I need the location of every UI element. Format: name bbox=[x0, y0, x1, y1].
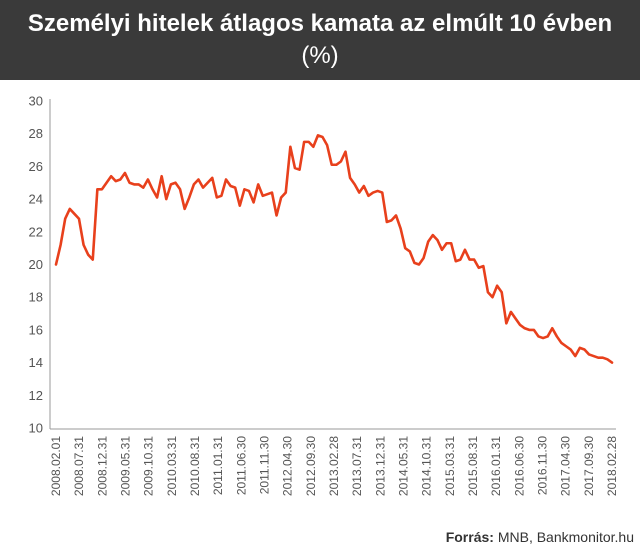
x-tick-label: 2012.04.30 bbox=[281, 436, 295, 496]
x-tick-label: 2008.07.31 bbox=[72, 436, 86, 496]
y-tick-label: 10 bbox=[29, 421, 43, 436]
x-tick-label: 2011.01.31 bbox=[211, 436, 225, 495]
y-tick-label: 26 bbox=[29, 159, 43, 174]
x-tick-label: 2013.02.28 bbox=[327, 436, 341, 496]
x-axis: 2008.02.01 2008.07.31 2008.12.31 2009.05.31… bbox=[49, 428, 619, 496]
source-label: Forrás: bbox=[445, 529, 494, 545]
x-tick-label: 2010.08.31 bbox=[188, 436, 202, 496]
x-tick-label: 2011.11.30 bbox=[258, 436, 272, 495]
chart-title-block: Személyi hitelek átlagos kamata az elmúl… bbox=[20, 8, 620, 72]
x-tick-label: 2013.12.31 bbox=[373, 436, 387, 496]
y-axis: 10 12 14 16 18 20 22 24 26 28 30 bbox=[29, 94, 51, 436]
series-line bbox=[54, 134, 614, 364]
x-tick-label: 2012.09.30 bbox=[304, 436, 318, 496]
x-tick-label: 2016.06.30 bbox=[512, 436, 526, 496]
x-tick-label: 2009.10.31 bbox=[142, 436, 156, 496]
y-tick-label: 16 bbox=[29, 322, 43, 337]
x-tick-label: 2017.04.30 bbox=[559, 436, 573, 496]
chart-unit: (%) bbox=[301, 42, 339, 69]
x-tick-label: 2015.08.31 bbox=[466, 436, 480, 496]
x-tick-label: 2015.03.31 bbox=[443, 436, 457, 496]
x-tick-label: 2017.09.30 bbox=[582, 436, 596, 496]
source-note: Forrás: MNB, Bankmonitor.hu bbox=[446, 529, 634, 545]
x-tick-label: 2013.07.31 bbox=[350, 436, 364, 496]
y-tick-label: 30 bbox=[29, 94, 43, 109]
x-tick-label: 2016.01.31 bbox=[489, 436, 503, 496]
y-tick-label: 12 bbox=[29, 388, 43, 403]
plot-area bbox=[54, 134, 614, 364]
x-tick-label: 2009.05.31 bbox=[119, 436, 133, 496]
chart-title: Személyi hitelek átlagos kamata az elmúl… bbox=[27, 10, 613, 37]
x-tick-label: 2008.02.01 bbox=[49, 436, 63, 496]
x-tick-label: 2010.03.31 bbox=[165, 436, 179, 496]
y-tick-label: 24 bbox=[29, 192, 43, 207]
y-tick-label: 14 bbox=[29, 355, 43, 370]
x-tick-label: 2014.10.31 bbox=[420, 436, 434, 496]
x-tick-label: 2011.06.30 bbox=[234, 436, 248, 495]
chart-header: Személyi hitelek átlagos kamata az elmúl… bbox=[0, 0, 640, 80]
source-text: MNB, Bankmonitor.hu bbox=[497, 529, 634, 545]
y-tick-label: 22 bbox=[29, 224, 43, 239]
x-tick-label: 2008.12.31 bbox=[95, 436, 109, 496]
y-tick-label: 20 bbox=[29, 257, 43, 272]
x-tick-label: 2016.11.30 bbox=[536, 436, 550, 495]
x-tick-label: 2014.05.31 bbox=[397, 436, 411, 496]
x-tick-label: 2018.02.28 bbox=[605, 436, 619, 496]
y-tick-label: 18 bbox=[29, 290, 43, 305]
line-chart: 10 12 14 16 18 20 22 24 26 28 30 2008.02.01 2008.07… bbox=[29, 94, 619, 497]
y-tick-label: 28 bbox=[29, 126, 43, 141]
